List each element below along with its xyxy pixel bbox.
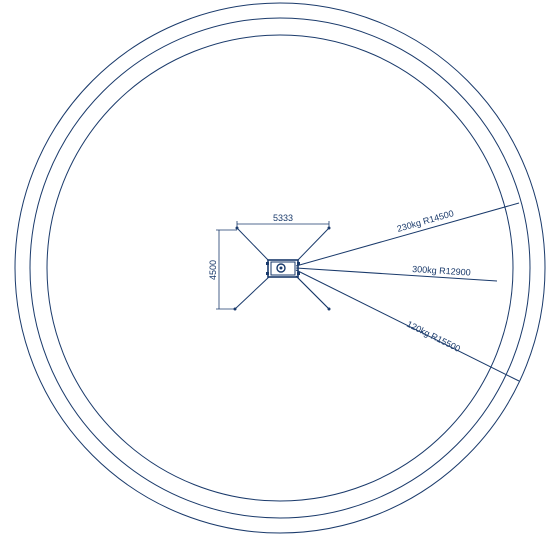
jib-line xyxy=(295,275,330,310)
outrigger-front-left xyxy=(236,227,271,263)
radius-line-120kg xyxy=(295,269,520,382)
height-dimension: 4500 xyxy=(208,229,237,310)
height-dimension-label: 4500 xyxy=(208,260,218,280)
crane-base xyxy=(266,259,300,278)
radius-label-300kg: 300kg R12900 xyxy=(412,264,471,278)
middle-circle xyxy=(29,17,531,519)
radius-label-120kg: 120kg R15500 xyxy=(405,319,462,354)
outrigger-front-right xyxy=(295,227,330,263)
radius-label-230kg: 230kg R14500 xyxy=(396,208,455,234)
slew-ring-icon xyxy=(276,263,286,273)
outrigger-rear-left xyxy=(234,275,271,310)
outer-circle xyxy=(14,2,546,534)
width-dimension: 5333 xyxy=(236,213,330,228)
width-dimension-label: 5333 xyxy=(273,213,293,223)
radius-line-300kg xyxy=(295,267,498,282)
inner-circle xyxy=(46,34,514,502)
radius-line-230kg xyxy=(295,202,520,267)
